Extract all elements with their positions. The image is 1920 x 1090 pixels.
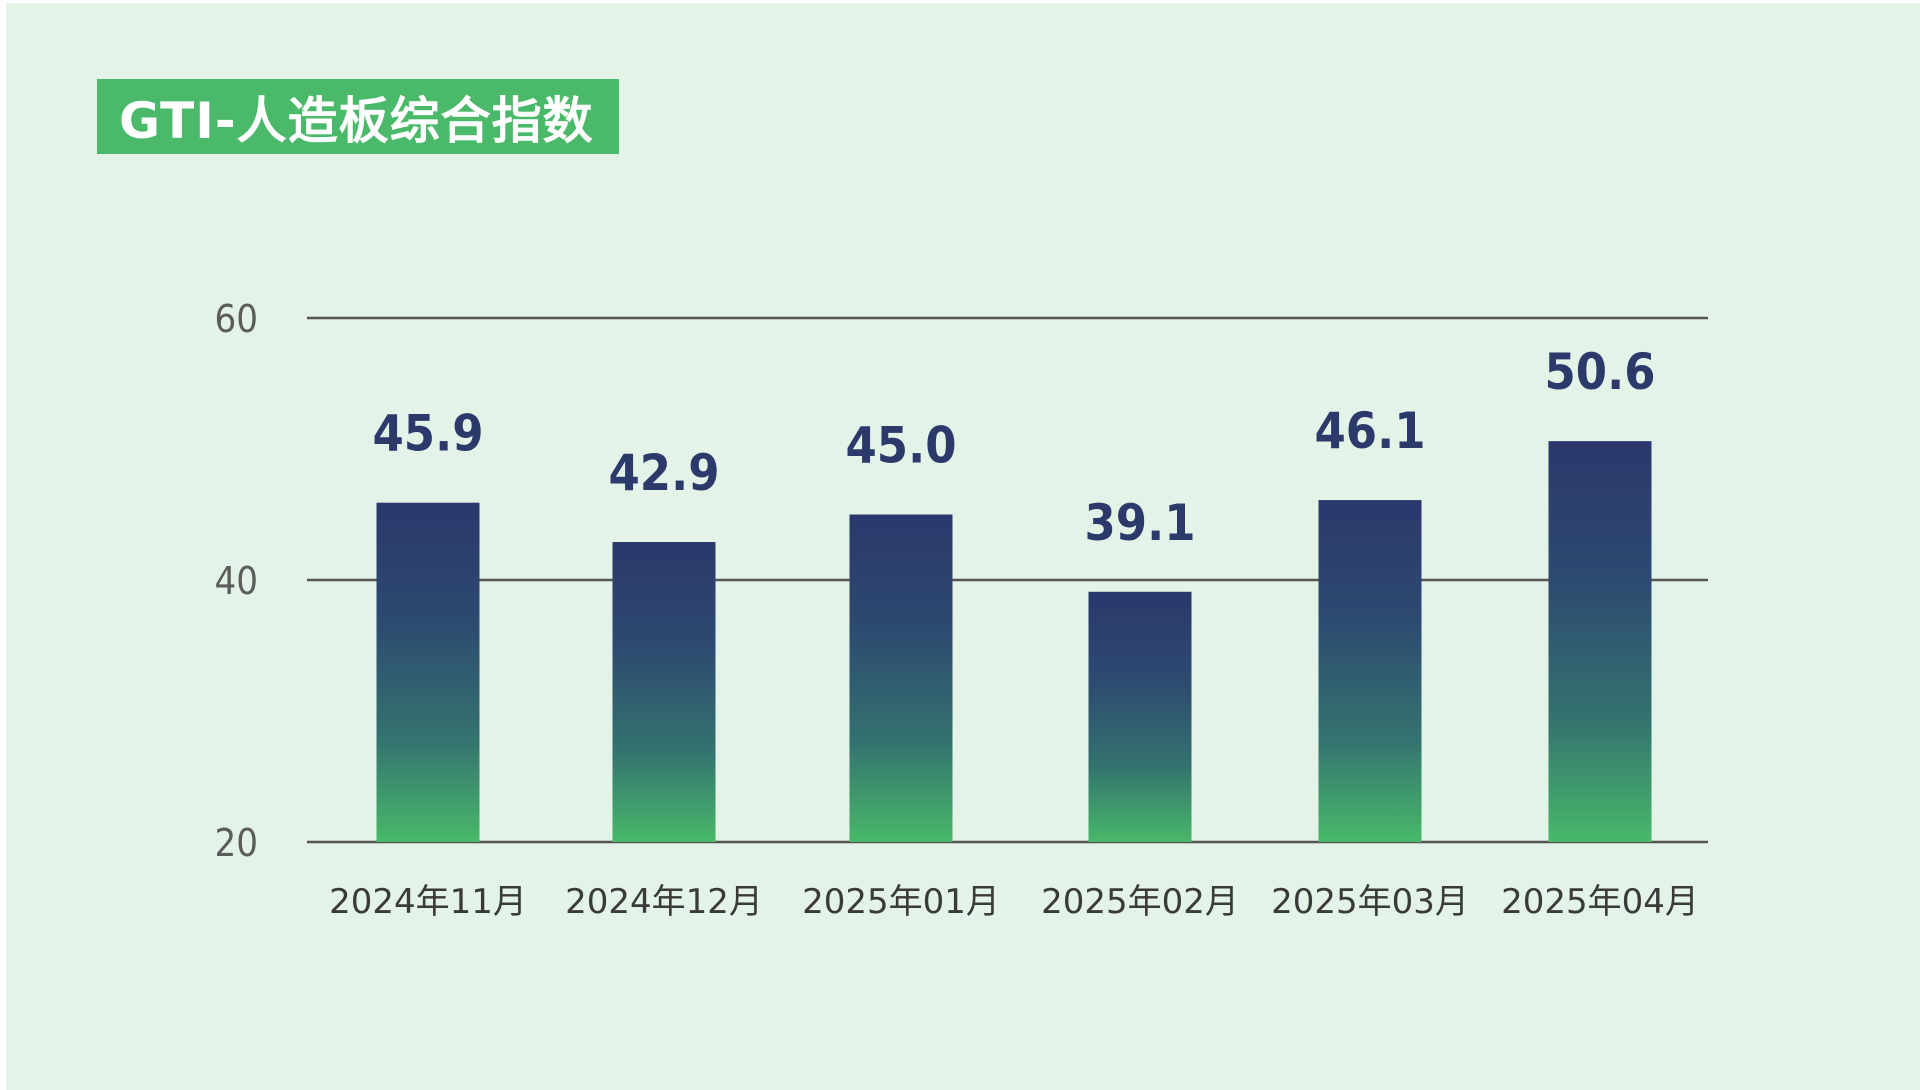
- bar: [376, 502, 480, 842]
- bar: [1548, 441, 1652, 842]
- y-tick-label: 20: [215, 821, 259, 865]
- chart-title-badge: GTI-人造板综合指数: [97, 79, 619, 154]
- x-tick-label: 2024年12月: [565, 882, 763, 922]
- x-tick-label: 2025年03月: [1271, 882, 1469, 922]
- data-label: 42.9: [609, 444, 720, 502]
- x-tick-label: 2024年11月: [329, 882, 527, 922]
- bar: [1318, 500, 1422, 842]
- x-tick-label: 2025年02月: [1041, 882, 1239, 922]
- data-label: 46.1: [1315, 402, 1426, 460]
- bar: [1088, 591, 1192, 842]
- y-tick-label: 60: [215, 297, 259, 341]
- chart-title: GTI-人造板综合指数: [119, 91, 594, 150]
- y-tick-label: 40: [215, 559, 259, 603]
- data-label: 45.9: [373, 405, 484, 463]
- data-label: 50.6: [1545, 343, 1656, 401]
- x-tick-label: 2025年01月: [802, 882, 1000, 922]
- data-label: 39.1: [1085, 494, 1196, 552]
- data-label: 45.0: [846, 417, 957, 475]
- bar: [612, 542, 716, 842]
- bar: [849, 514, 953, 842]
- x-tick-label: 2025年04月: [1501, 882, 1699, 922]
